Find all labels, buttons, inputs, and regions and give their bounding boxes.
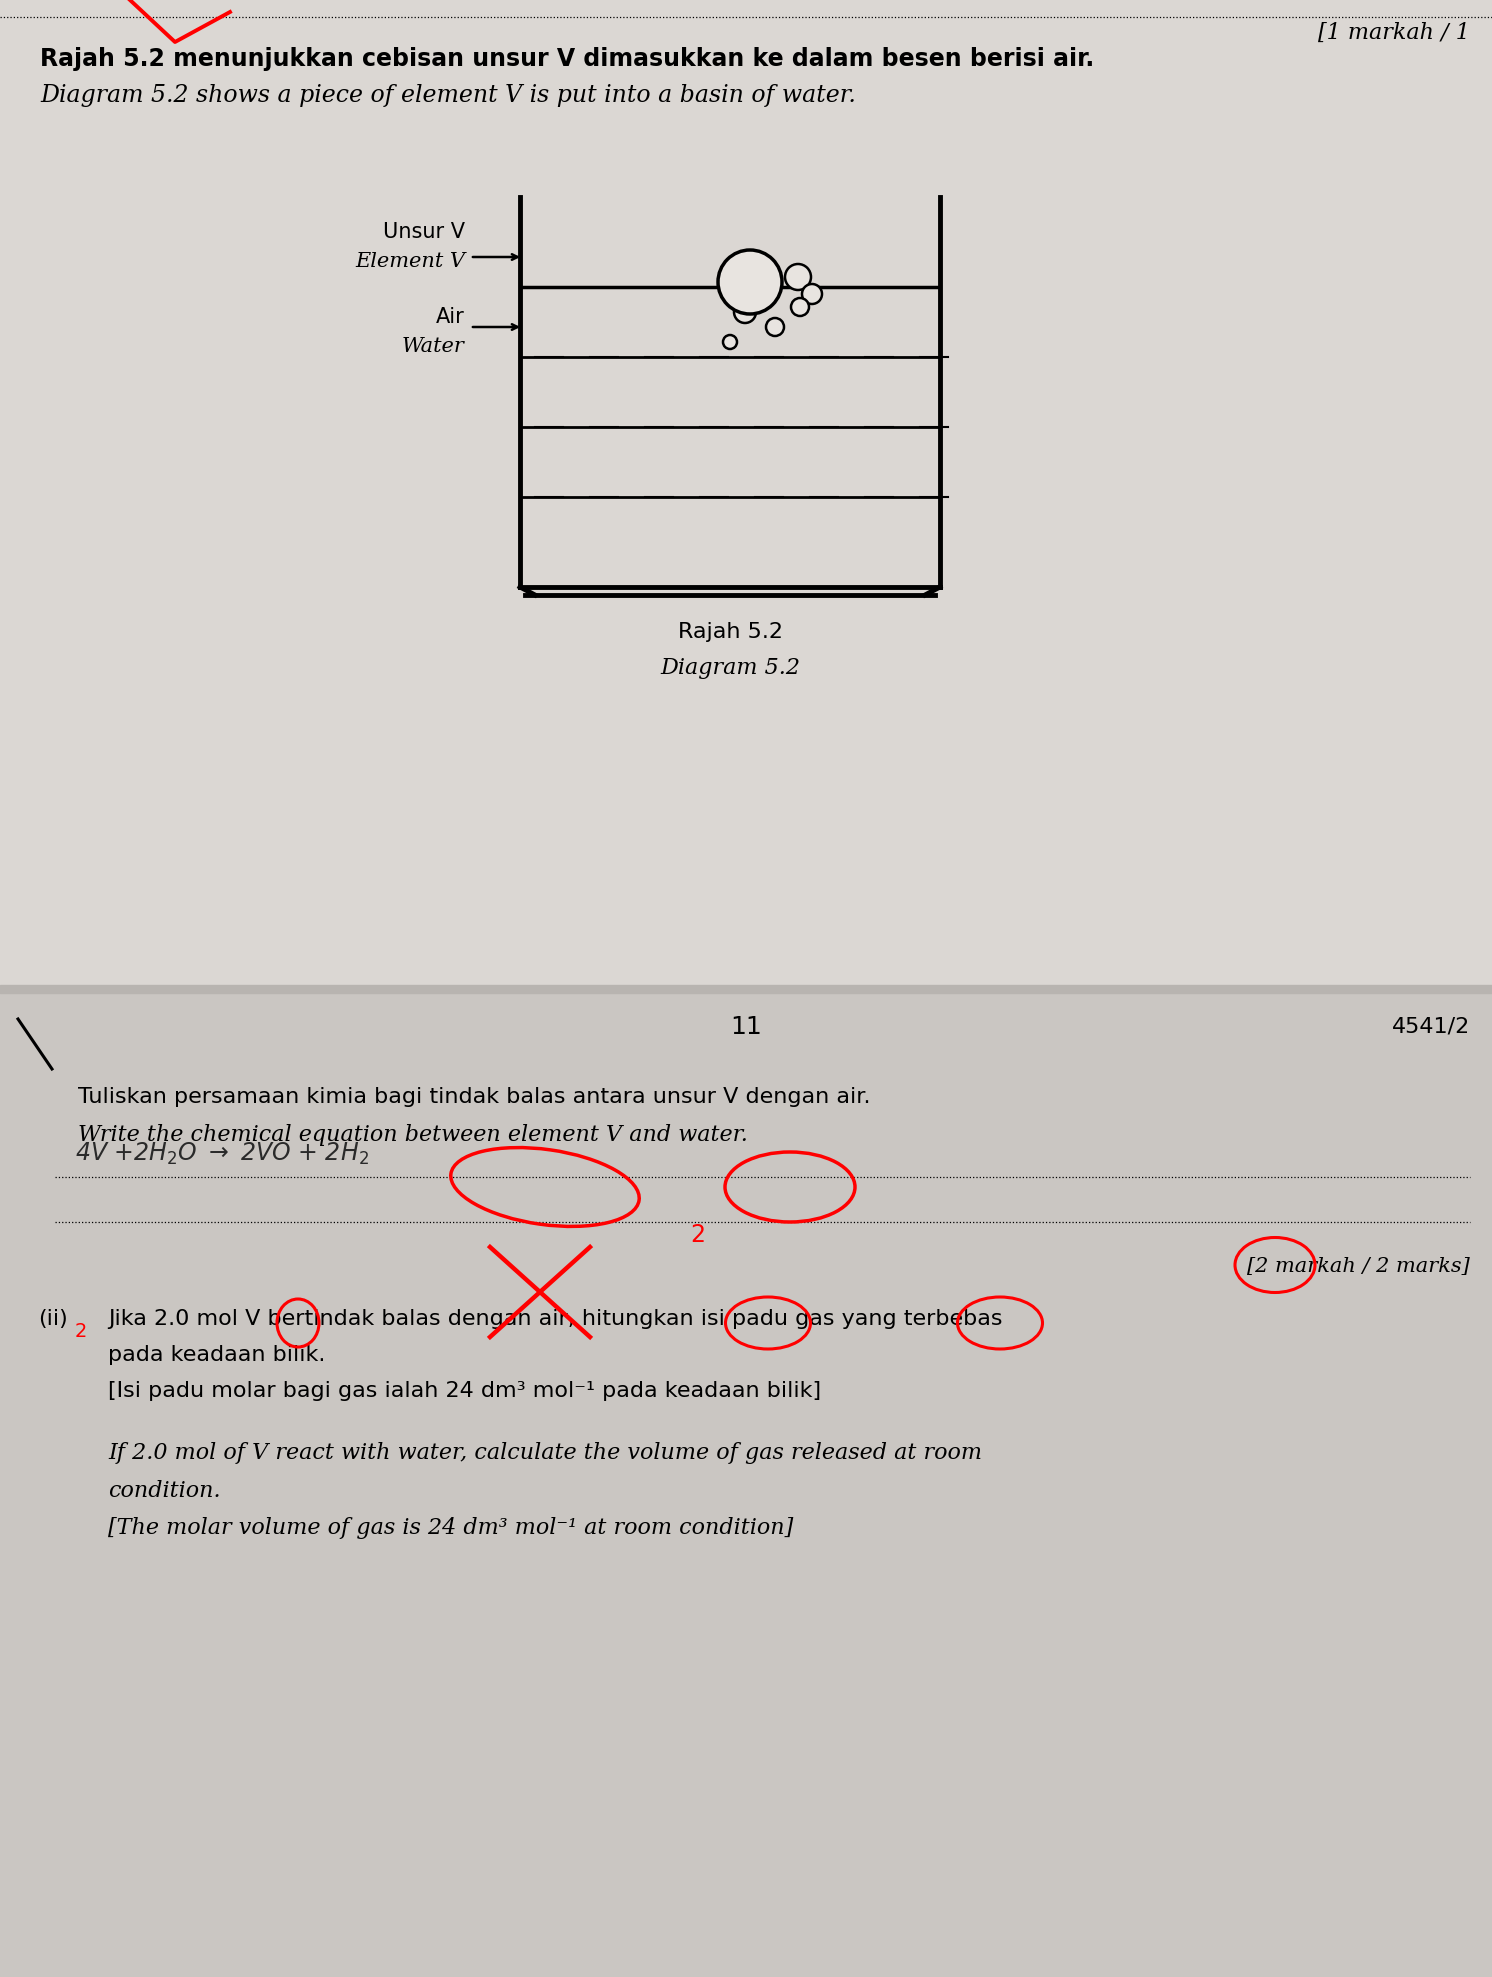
Text: If 2.0 mol of V react with water, calculate the volume of gas released at room: If 2.0 mol of V react with water, calcul… xyxy=(107,1441,982,1465)
Text: [1 markah / 1: [1 markah / 1 xyxy=(1317,22,1470,43)
Circle shape xyxy=(803,285,822,304)
Circle shape xyxy=(718,249,782,314)
Circle shape xyxy=(734,301,756,322)
Circle shape xyxy=(724,334,737,350)
Text: [The molar volume of gas is 24 dm³ mol⁻¹ at room condition]: [The molar volume of gas is 24 dm³ mol⁻¹… xyxy=(107,1516,794,1538)
Text: Rajah 5.2: Rajah 5.2 xyxy=(677,623,782,643)
Text: 2: 2 xyxy=(75,1323,88,1340)
Text: Jika 2.0 mol V bertindak balas dengan air, hitungkan isi padu gas yang terbebas: Jika 2.0 mol V bertindak balas dengan ai… xyxy=(107,1309,1003,1329)
Bar xyxy=(0,988,1492,1977)
Circle shape xyxy=(791,299,809,316)
Text: 2: 2 xyxy=(689,1224,706,1247)
Circle shape xyxy=(785,265,812,291)
Text: Water: Water xyxy=(403,336,466,356)
Text: Element V: Element V xyxy=(355,251,466,271)
Text: 4V +2H$_2$O $\rightarrow$ 2VO + 2H$_2$: 4V +2H$_2$O $\rightarrow$ 2VO + 2H$_2$ xyxy=(75,1141,369,1166)
Text: 4541/2: 4541/2 xyxy=(1392,1016,1470,1038)
Text: Diagram 5.2: Diagram 5.2 xyxy=(659,656,800,678)
Text: Unsur V: Unsur V xyxy=(383,221,466,241)
Circle shape xyxy=(765,318,783,336)
Bar xyxy=(0,0,1492,988)
Text: Write the chemical equation between element V and water.: Write the chemical equation between elem… xyxy=(78,1125,747,1147)
Bar xyxy=(0,985,1492,992)
Text: Air: Air xyxy=(436,306,466,326)
Text: condition.: condition. xyxy=(107,1481,221,1503)
Text: Diagram 5.2 shows a piece of element V is put into a basin of water.: Diagram 5.2 shows a piece of element V i… xyxy=(40,83,856,107)
Text: [Isi padu molar bagi gas ialah 24 dm³ mol⁻¹ pada keadaan bilik]: [Isi padu molar bagi gas ialah 24 dm³ mo… xyxy=(107,1382,821,1402)
Text: pada keadaan bilik.: pada keadaan bilik. xyxy=(107,1344,325,1364)
Text: [2 markah / 2 marks]: [2 markah / 2 marks] xyxy=(1247,1257,1470,1275)
Text: (ii): (ii) xyxy=(37,1309,67,1329)
Text: Rajah 5.2 menunjukkan cebisan unsur V dimasukkan ke dalam besen berisi air.: Rajah 5.2 menunjukkan cebisan unsur V di… xyxy=(40,47,1094,71)
Text: 11: 11 xyxy=(730,1014,762,1040)
Text: Tuliskan persamaan kimia bagi tindak balas antara unsur V dengan air.: Tuliskan persamaan kimia bagi tindak bal… xyxy=(78,1087,870,1107)
